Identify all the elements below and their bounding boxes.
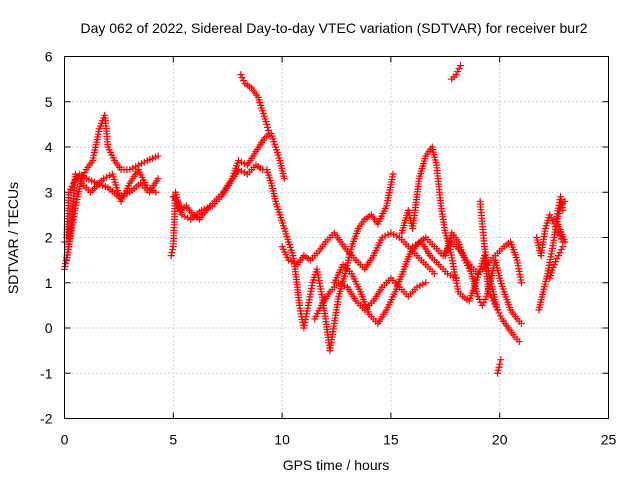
data-point bbox=[550, 261, 558, 269]
tick-labels: 0 5 10 15 20 25 -2 -1 0 1 2 3 4 5 6 bbox=[40, 49, 616, 448]
data-point bbox=[474, 292, 482, 300]
data-point bbox=[494, 306, 502, 314]
data-point bbox=[497, 356, 505, 364]
data-point bbox=[557, 246, 565, 254]
series-track-j bbox=[330, 238, 460, 327]
series-track-f bbox=[237, 71, 273, 137]
data-point bbox=[554, 252, 562, 260]
series-track-p bbox=[494, 356, 505, 377]
y-tick-label: 5 bbox=[45, 94, 53, 110]
data-point bbox=[452, 71, 460, 79]
data-point bbox=[264, 123, 272, 131]
x-tick-label: 20 bbox=[492, 432, 508, 448]
data-point bbox=[65, 188, 73, 196]
data-point bbox=[561, 197, 569, 205]
data-point bbox=[154, 152, 162, 160]
data-point bbox=[495, 309, 503, 317]
y-tick-label: 1 bbox=[45, 275, 53, 291]
data-point bbox=[455, 65, 463, 73]
data-point bbox=[547, 214, 555, 222]
data-point bbox=[280, 175, 288, 183]
series-track-s bbox=[546, 193, 569, 282]
data-point bbox=[559, 243, 567, 251]
series-track-c bbox=[63, 166, 160, 264]
series-track-g bbox=[263, 166, 397, 355]
y-tick-label: 6 bbox=[45, 49, 53, 65]
series-track-a bbox=[61, 111, 162, 273]
data-point bbox=[167, 252, 175, 260]
data-point bbox=[517, 279, 525, 287]
data-point bbox=[264, 126, 272, 134]
data-point bbox=[422, 279, 430, 287]
data-point bbox=[496, 360, 504, 368]
x-tick-label: 10 bbox=[274, 432, 290, 448]
data-point bbox=[552, 258, 560, 266]
data-point bbox=[480, 298, 488, 306]
y-axis-label: SDTVAR / TECUs bbox=[5, 182, 21, 294]
data-point bbox=[556, 249, 564, 257]
y-tick-label: 0 bbox=[45, 320, 53, 336]
series-track-i bbox=[311, 274, 430, 323]
y-tick-label: 2 bbox=[45, 230, 53, 246]
series-track-m bbox=[441, 229, 525, 327]
series-track-d bbox=[167, 129, 288, 260]
data-point bbox=[238, 74, 246, 82]
data-point bbox=[494, 369, 502, 377]
x-tick-label: 25 bbox=[601, 432, 617, 448]
data-point bbox=[496, 312, 504, 320]
series-track-l bbox=[409, 234, 525, 287]
data-point bbox=[240, 77, 248, 85]
x-axis-label: GPS time / hours bbox=[283, 457, 390, 473]
data-point bbox=[237, 71, 245, 79]
data-point bbox=[169, 246, 177, 254]
x-tick-label: 0 bbox=[61, 432, 69, 448]
data-point bbox=[66, 185, 74, 193]
data-points bbox=[61, 62, 569, 377]
data-point bbox=[495, 363, 503, 371]
x-tick-label: 15 bbox=[383, 432, 399, 448]
series-track-n bbox=[476, 197, 502, 314]
y-tick-label: -1 bbox=[40, 365, 53, 381]
data-point bbox=[454, 68, 462, 76]
series-track-e bbox=[169, 161, 267, 223]
series-track-o bbox=[448, 62, 465, 83]
data-point bbox=[168, 249, 176, 257]
data-point bbox=[517, 319, 525, 327]
data-point bbox=[457, 62, 465, 70]
data-point bbox=[430, 270, 438, 278]
data-point bbox=[546, 211, 554, 219]
data-point bbox=[553, 255, 561, 263]
data-point bbox=[263, 120, 271, 128]
data-point bbox=[152, 188, 160, 196]
y-tick-label: 4 bbox=[45, 139, 53, 155]
plot-frame bbox=[64, 56, 609, 419]
data-point bbox=[389, 170, 397, 178]
y-tick-label: 3 bbox=[45, 184, 53, 200]
data-point bbox=[515, 338, 523, 346]
data-point bbox=[494, 366, 502, 374]
chart-title: Day 062 of 2022, Sidereal Day-to-day VTE… bbox=[80, 20, 587, 36]
data-point bbox=[481, 295, 489, 303]
data-point bbox=[559, 206, 567, 214]
x-tick-label: 5 bbox=[169, 432, 177, 448]
y-tick-label: -2 bbox=[40, 411, 53, 427]
data-point bbox=[265, 129, 273, 137]
data-point bbox=[154, 175, 162, 183]
data-point bbox=[478, 301, 486, 309]
